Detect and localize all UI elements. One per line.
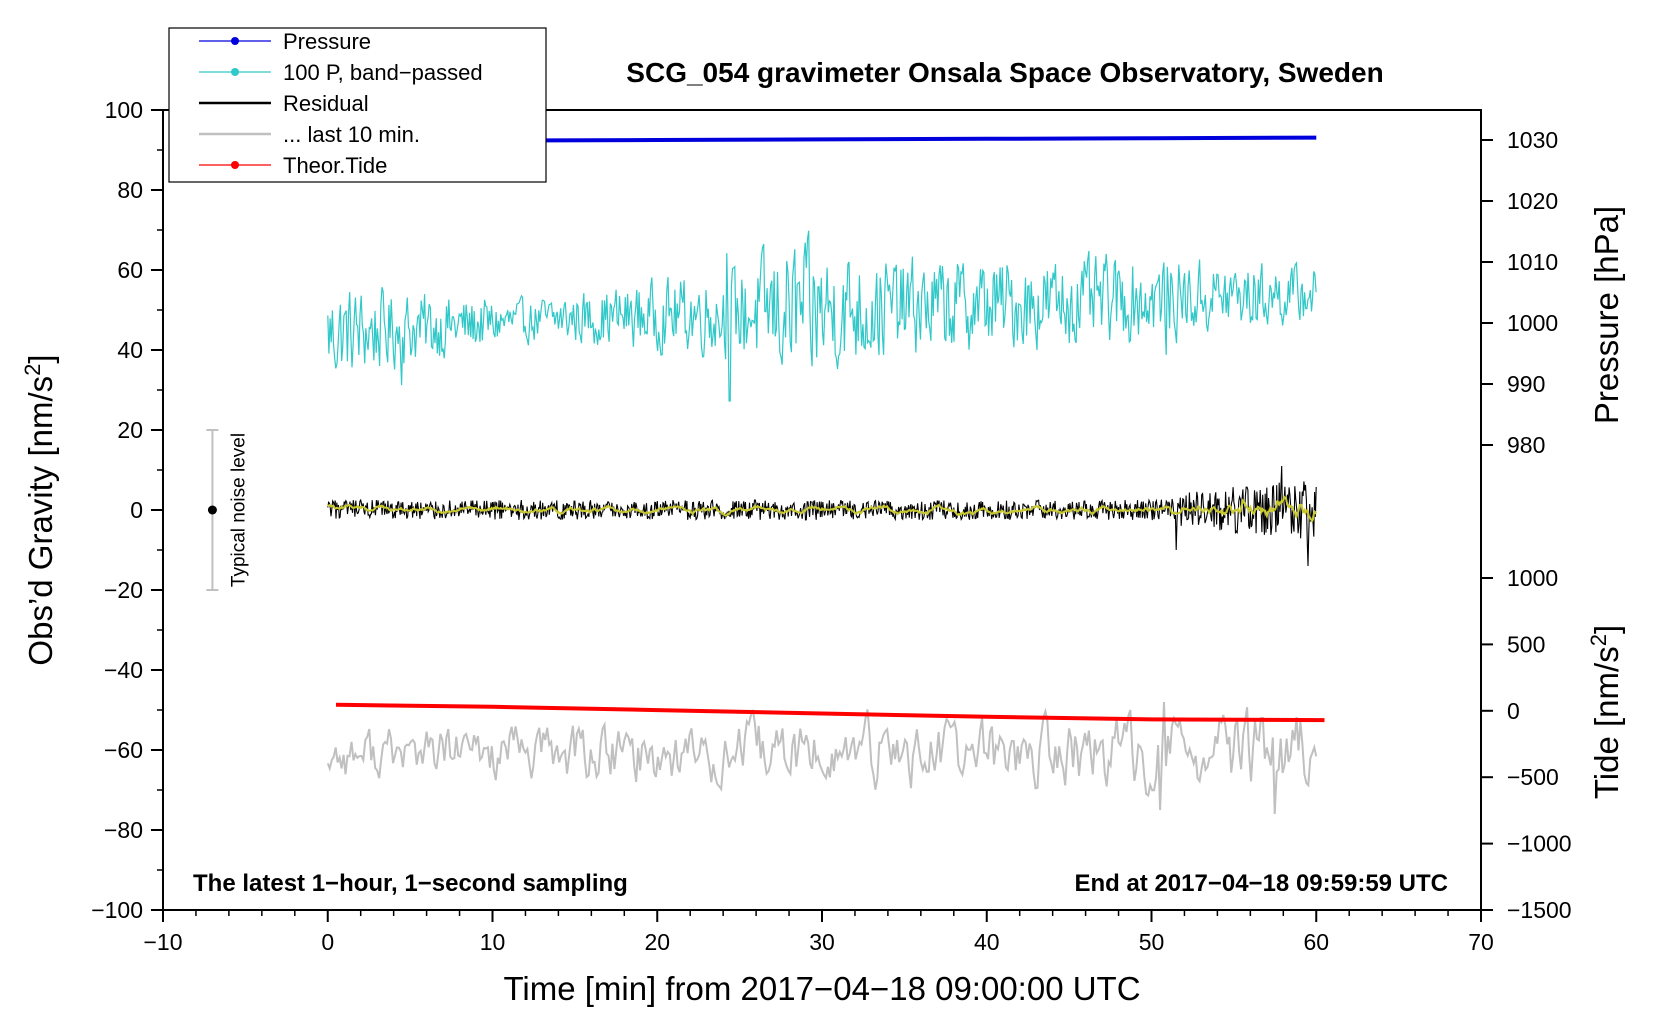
y-tick-label-tide: 1000: [1507, 565, 1558, 591]
legend-box: [168, 27, 547, 183]
legend-label: ... last 10 min.: [283, 122, 420, 147]
series-residual-smoothed: [327, 494, 1318, 524]
x-tick-label: 20: [644, 929, 670, 955]
series-theoretical-tide: [335, 702, 1325, 723]
x-axis-label: Time [min] from 2017−04−18 09:00:00 UTC: [503, 970, 1140, 1007]
end-time-note: End at 2017−04−18 09:59:59 UTC: [1074, 870, 1448, 897]
y-tick-label-left: −100: [91, 897, 143, 923]
x-tick-label: 60: [1303, 929, 1329, 955]
y-axis-label-left: Obs’d Gravity [nm/s2]: [20, 354, 59, 665]
y-axis-label-pressure: Pressure [hPa]: [1588, 206, 1625, 424]
noise-bar-center: [207, 505, 217, 515]
y-tick-label-pressure: 990: [1507, 371, 1545, 397]
x-tick-label: −10: [143, 929, 182, 955]
y-tick-label-left: 40: [117, 337, 143, 363]
sampling-note: The latest 1−hour, 1−second sampling: [193, 870, 628, 897]
legend-label: Theor.Tide: [283, 153, 387, 178]
series-last-10-min: [326, 701, 1318, 815]
y-tick-label-tide: −500: [1507, 764, 1559, 790]
chart-title: SCG_054 gravimeter Onsala Space Observat…: [626, 57, 1383, 88]
y-tick-label-left: −40: [104, 657, 143, 683]
legend-marker: [231, 37, 239, 45]
y-tick-label-pressure: 1020: [1507, 188, 1558, 214]
legend-label: 100 P, band−passed: [283, 60, 483, 85]
y-tick-label-tide: 0: [1507, 698, 1520, 724]
legend-marker: [231, 161, 239, 169]
y-tick-label-left: 80: [117, 177, 143, 203]
y-tick-label-left: 0: [130, 497, 143, 523]
x-tick-label: 40: [974, 929, 1000, 955]
legend-label: Residual: [283, 91, 369, 116]
y-tick-label-left: 60: [117, 257, 143, 283]
x-tick-label: 30: [809, 929, 835, 955]
y-tick-label-tide: −1000: [1507, 831, 1572, 857]
y-tick-label-pressure: 1030: [1507, 127, 1558, 153]
y-tick-label-pressure: 1010: [1507, 249, 1558, 275]
legend: Pressure 100 P, band−passed Residual ... la…: [168, 27, 547, 183]
y-axis-label-tide: Tide [nm/s2]: [1586, 625, 1625, 799]
legend-marker: [231, 68, 239, 76]
y-tick-label-tide: −1500: [1507, 897, 1572, 923]
series-band-passed-pressure: [327, 230, 1317, 402]
y-tick-label-left: −20: [104, 577, 143, 603]
legend-label: Pressure: [283, 29, 371, 54]
x-tick-label: 50: [1139, 929, 1165, 955]
y-tick-label-left: 20: [117, 417, 143, 443]
axes: −10 0 10 20 30 40 50 60 70100806040200−20−40−60−…: [91, 97, 1571, 955]
y-tick-label-left: −80: [104, 817, 143, 843]
y-tick-label-left: 100: [105, 97, 143, 123]
noise-label: Typical noise level: [228, 433, 249, 587]
x-tick-label: 10: [480, 929, 506, 955]
plot-area: Typical noise level: [206, 135, 1325, 815]
x-tick-label: 0: [321, 929, 334, 955]
series-residual: [327, 465, 1317, 567]
y-tick-label-pressure: 980: [1507, 432, 1545, 458]
y-tick-label-tide: 500: [1507, 631, 1545, 657]
y-tick-label-pressure: 1000: [1507, 310, 1558, 336]
y-tick-label-left: −60: [104, 737, 143, 763]
x-tick-label: 70: [1468, 929, 1494, 955]
